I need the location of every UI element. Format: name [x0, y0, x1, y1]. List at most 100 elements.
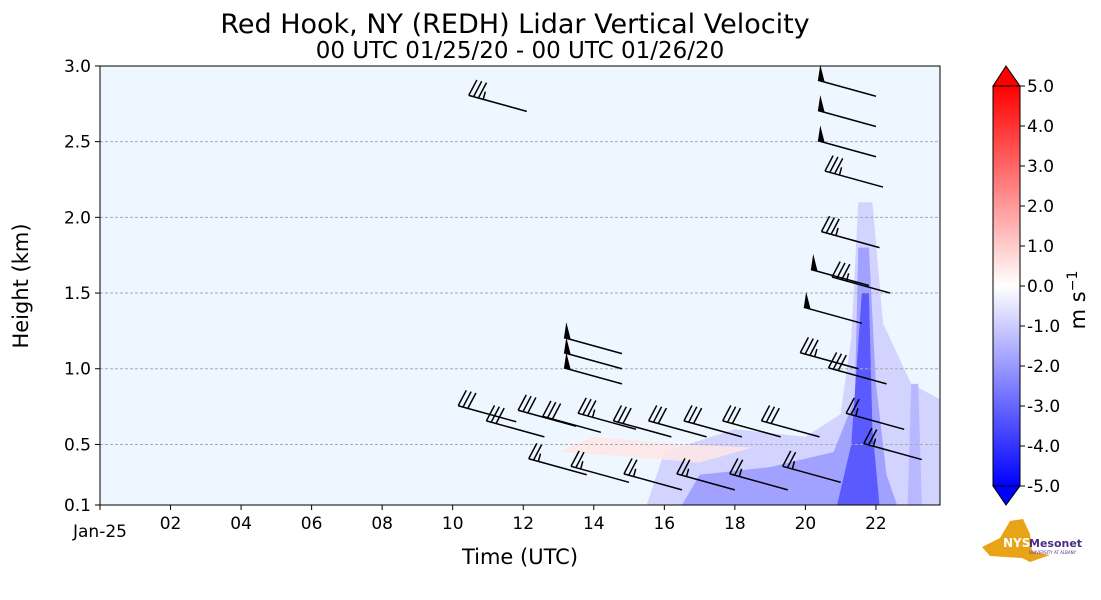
y-tick-label: 3.0 [64, 57, 91, 77]
velocity-region [558, 436, 753, 463]
x-axis-label: Time (UTC) [461, 545, 578, 569]
wind-barb [863, 427, 922, 461]
wind-barb [817, 95, 877, 128]
x-tick-label: 16 [653, 514, 675, 534]
wind-barb [782, 450, 841, 484]
wind-barb [817, 125, 877, 158]
barb-full-tick [770, 407, 780, 424]
barb-full-tick [551, 403, 562, 420]
y-tick-label: 2.0 [64, 208, 91, 228]
barb-half-tick [814, 348, 818, 357]
x-tick-label: 20 [795, 514, 817, 534]
logo-ualbany: UNIVERSITY AT ALBANY [1029, 550, 1077, 555]
colorbar-min-extend [992, 485, 1021, 506]
barb-full-tick [841, 263, 851, 281]
barb-full-tick [765, 406, 776, 423]
barb-full-tick [528, 442, 538, 460]
wind-barb [563, 337, 623, 370]
barb-full-tick [832, 353, 843, 370]
velocity-region [837, 293, 880, 505]
barb-full-tick [809, 339, 819, 356]
barb-full-tick [799, 336, 810, 354]
colorbar-tick-label: -4.0 [1027, 437, 1060, 457]
velocity-region [681, 247, 898, 505]
barb-full-tick [688, 406, 698, 423]
x-axis: Jan-25 02 04 06 08 10 12 14 16 18 20 22 [72, 505, 887, 542]
barb-full-tick [692, 407, 703, 424]
wind-barb [570, 450, 630, 484]
colorbar-tick-label: -3.0 [1027, 397, 1060, 417]
nys-mesonet-logo: NYS Mesonet UNIVERSITY AT ALBANY [982, 519, 1082, 562]
x-tick-label: Jan-25 [72, 522, 127, 542]
barb-full-tick [490, 406, 500, 423]
barb-full-tick [731, 407, 742, 424]
barb-staff [563, 336, 623, 355]
barb-staff [570, 465, 630, 484]
barb-half-tick [791, 461, 796, 470]
barb-full-tick [830, 218, 840, 235]
x-tick-label: 08 [371, 514, 393, 534]
barb-full-tick [622, 407, 632, 424]
barb-staff [810, 268, 870, 287]
barb-half-tick [591, 409, 596, 418]
barb-full-tick [824, 155, 834, 172]
y-tick-label: 0.5 [64, 435, 91, 455]
barb-full-tick [532, 444, 543, 461]
barb-full-tick [623, 458, 633, 475]
barb-half-tick [482, 91, 487, 100]
wind-barb [810, 254, 870, 287]
logo-mesonet: Mesonet [1029, 537, 1082, 550]
barb-full-tick [683, 405, 693, 422]
barb-half-tick [738, 468, 743, 477]
barb-flag [803, 291, 811, 310]
barb-half-tick [855, 408, 859, 417]
barb-flag [563, 352, 571, 370]
barb-full-tick [587, 400, 597, 417]
barb-full-tick [612, 405, 623, 422]
barb-half-tick [685, 468, 690, 477]
y-tick-label: 2.5 [64, 133, 91, 153]
wind-barb [824, 155, 884, 188]
barb-full-tick [542, 400, 552, 417]
barb-flag [810, 254, 818, 272]
colorbar-max-extend [992, 65, 1021, 87]
colorbar-bar [992, 85, 1021, 487]
barb-full-tick [867, 429, 878, 446]
colorbar-label: m s−1 [1065, 271, 1090, 330]
wind-barb [457, 389, 517, 423]
barb-half-tick [632, 468, 637, 477]
barb-flag [817, 125, 825, 143]
barb-staff [817, 79, 877, 97]
x-tick-label: 22 [865, 514, 887, 534]
velocity-fill [558, 202, 940, 505]
wind-barb [760, 405, 820, 438]
barb-half-tick [835, 227, 839, 236]
barb-full-tick [617, 406, 627, 423]
plot-frame [99, 65, 941, 506]
barb-full-tick [676, 458, 686, 475]
barb-full-tick [462, 391, 472, 408]
barb-staff [563, 367, 623, 385]
barb-full-tick [863, 427, 873, 444]
barb-full-tick [472, 80, 483, 98]
barb-half-tick [537, 453, 542, 462]
wind-barb [845, 397, 905, 431]
barb-half-tick [872, 438, 877, 447]
wind-barb [817, 64, 877, 97]
barb-full-tick [681, 459, 691, 476]
barb-full-tick [831, 261, 841, 278]
chart-subtitle: 00 UTC 01/25/20 - 00 UTC 01/26/20 [316, 38, 725, 64]
barb-full-tick [820, 215, 831, 232]
barb-full-tick [570, 450, 580, 467]
wind-barb [820, 215, 880, 249]
barb-full-tick [786, 451, 797, 468]
barb-full-tick [647, 405, 658, 422]
barb-full-tick [477, 82, 488, 99]
barb-full-tick [845, 397, 855, 414]
wind-barb [827, 352, 887, 385]
barb-full-tick [722, 405, 732, 422]
barb-full-tick [457, 389, 467, 407]
barb-full-tick [485, 405, 496, 422]
barb-staff [817, 109, 877, 128]
barb-full-tick [850, 398, 860, 415]
